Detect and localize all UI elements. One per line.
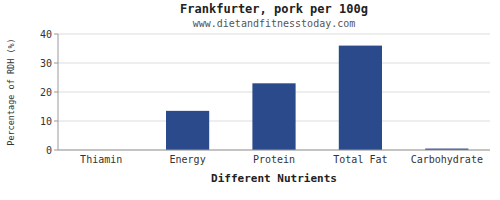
y-tick-label: 10 — [40, 116, 52, 127]
y-axis-line — [58, 34, 59, 150]
y-tick — [54, 150, 58, 151]
chart: Frankfurter, pork per 100g www.dietandfit… — [0, 0, 500, 200]
y-tick — [54, 121, 58, 122]
grid-line — [58, 150, 490, 151]
bar — [252, 83, 295, 150]
bar — [339, 46, 382, 150]
subtitle: www.dietandfitnesstoday.com — [193, 18, 356, 29]
x-tick-label: Carbohydrate — [411, 154, 483, 165]
y-tick — [54, 63, 58, 64]
grid-line — [58, 34, 490, 35]
y-tick-label: 30 — [40, 58, 52, 69]
y-tick-label: 40 — [40, 29, 52, 40]
x-axis-label: Different Nutrients — [211, 172, 337, 185]
bar — [166, 111, 209, 150]
title: Frankfurter, pork per 100g — [180, 2, 368, 16]
chart-container: Frankfurter, pork per 100g www.dietandfit… — [0, 0, 500, 200]
x-axis-line — [58, 150, 490, 151]
grid — [58, 34, 490, 150]
y-tick — [54, 34, 58, 35]
bars — [166, 46, 468, 150]
grid-line — [58, 63, 490, 64]
page: {"chart_data": {"type": "bar", "title": … — [0, 0, 500, 200]
y-tick-label: 0 — [46, 145, 52, 156]
x-tick-label: Total Fat — [333, 154, 387, 165]
y-tick-label: 20 — [40, 87, 52, 98]
y-tick — [54, 92, 58, 93]
x-tick-label: Protein — [253, 154, 295, 165]
y-axis-label: Percentage of RDH (%) — [6, 38, 16, 145]
x-tick-label: Thiamin — [80, 154, 122, 165]
x-tick-label: Energy — [170, 154, 206, 165]
